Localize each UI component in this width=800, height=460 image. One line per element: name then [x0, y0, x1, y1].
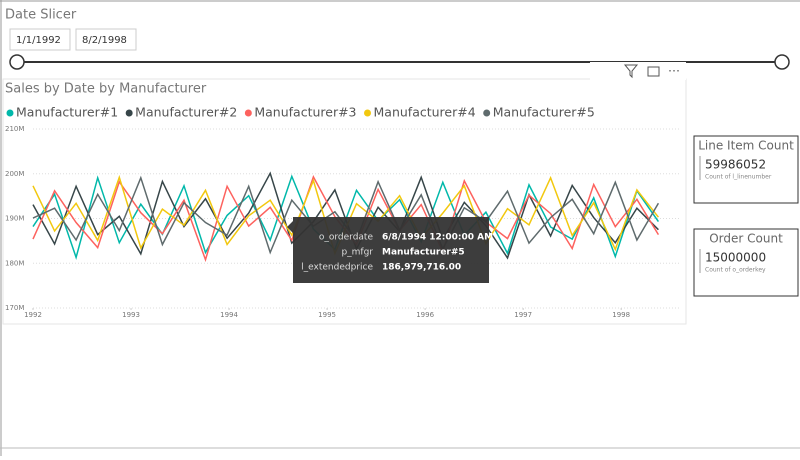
more-options-icon[interactable]: ⋯ — [668, 64, 680, 78]
legend-label: Manufacturer#1 — [16, 105, 118, 120]
y-tick-label: 210M — [5, 125, 24, 133]
slicer-title: Date Slicer — [5, 8, 77, 23]
card-title: Line Item Count — [698, 139, 794, 153]
card-label: Count of o_orderkey — [705, 267, 766, 274]
legend-label: Manufacturer#5 — [493, 105, 595, 120]
card-value: 59986052 — [705, 158, 766, 172]
visual-header — [590, 62, 686, 80]
tooltip-value: 6/8/1994 12:00:00 AM — [382, 233, 493, 243]
x-tick-label: 1994 — [220, 311, 238, 319]
tooltip-key: o_orderdate — [319, 233, 374, 243]
slider-end-handle[interactable] — [774, 54, 790, 70]
card — [693, 135, 799, 204]
tooltip-key: p_mfgr — [341, 248, 373, 258]
start-date: 1/1/1992 — [16, 35, 61, 46]
y-tick-label: 170M — [5, 304, 24, 312]
chart-title: Sales by Date by Manufacturer — [5, 82, 207, 97]
tooltip-value: 186,979,716.00 — [382, 263, 461, 273]
tooltip-rows: o_orderdate 6/8/1994 12:00:00 AM p_mfgr Man… — [301, 233, 493, 273]
card-title: Order Count — [709, 232, 783, 246]
tooltip-key: l_extendedprice — [301, 263, 373, 273]
card-value: 15000000 — [705, 251, 766, 265]
slider-start-handle[interactable] — [9, 54, 25, 70]
chart-visual — [2, 78, 687, 325]
legend-label: Manufacturer#3 — [254, 105, 356, 120]
x-tick-label: 1996 — [416, 311, 434, 319]
tooltip-value: Manufacturer#5 — [382, 248, 465, 258]
x-tick-label: 1993 — [122, 311, 140, 319]
legend-label: Manufacturer#4 — [374, 105, 476, 120]
legend-marker — [483, 109, 491, 117]
tooltip — [287, 217, 489, 283]
filter-icon[interactable] — [623, 64, 639, 79]
end-date-box[interactable] — [75, 28, 137, 51]
start-date-box[interactable] — [9, 28, 71, 51]
y-tick-label: 190M — [5, 215, 24, 223]
legend-label: Manufacturer#2 — [135, 105, 237, 120]
card-label: Count of l_linenumber — [705, 174, 772, 181]
legend-marker — [125, 109, 133, 117]
legend-marker — [244, 109, 252, 117]
x-tick-label: 1992 — [24, 311, 42, 319]
x-tick-label: 1997 — [514, 311, 532, 319]
legend-marker — [364, 109, 372, 117]
card — [693, 228, 799, 297]
legend-marker — [6, 109, 14, 117]
end-date: 8/2/1998 — [82, 35, 127, 46]
cards: Line Item Count 59986052 Count of l_linenu… — [693, 135, 799, 297]
y-tick-label: 180M — [5, 259, 24, 267]
x-tick-label: 1998 — [612, 311, 630, 319]
y-tick-label: 200M — [5, 170, 24, 178]
x-tick-label: 1995 — [318, 311, 336, 319]
focus-icon[interactable] — [647, 66, 660, 77]
legend: Manufacturer#1 Manufacturer#2 Manufacturer… — [6, 105, 595, 120]
